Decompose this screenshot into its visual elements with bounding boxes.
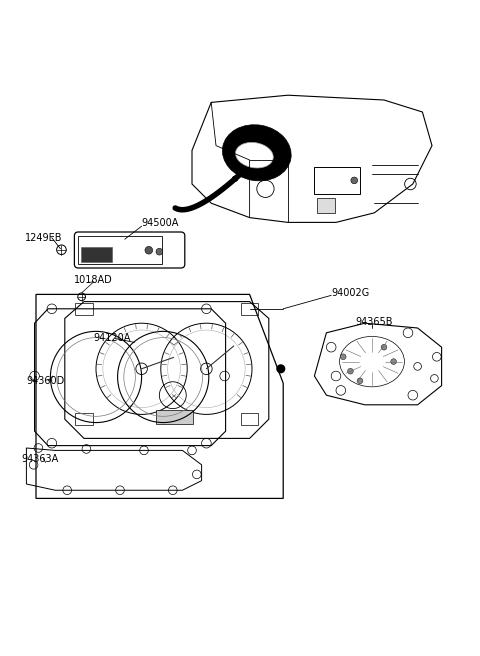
Circle shape bbox=[381, 344, 387, 350]
Text: 94002G: 94002G bbox=[331, 289, 370, 298]
Circle shape bbox=[277, 365, 285, 373]
Ellipse shape bbox=[236, 142, 273, 168]
Circle shape bbox=[156, 249, 163, 255]
Circle shape bbox=[136, 363, 147, 375]
Circle shape bbox=[201, 363, 212, 375]
FancyBboxPatch shape bbox=[317, 198, 335, 213]
Text: 94500A: 94500A bbox=[142, 218, 179, 228]
Ellipse shape bbox=[222, 125, 291, 181]
Circle shape bbox=[340, 354, 346, 359]
Text: 94363A: 94363A bbox=[22, 453, 59, 464]
Circle shape bbox=[391, 359, 396, 365]
Circle shape bbox=[348, 368, 353, 374]
Text: 94365B: 94365B bbox=[355, 318, 393, 327]
Text: 1018AD: 1018AD bbox=[74, 275, 113, 285]
Text: 94120A: 94120A bbox=[94, 333, 131, 342]
Circle shape bbox=[357, 378, 363, 384]
Circle shape bbox=[145, 247, 153, 254]
Text: 94360D: 94360D bbox=[26, 376, 65, 386]
Circle shape bbox=[351, 177, 358, 184]
FancyBboxPatch shape bbox=[81, 247, 112, 262]
Text: 1249EB: 1249EB bbox=[25, 233, 62, 243]
FancyBboxPatch shape bbox=[156, 409, 193, 424]
